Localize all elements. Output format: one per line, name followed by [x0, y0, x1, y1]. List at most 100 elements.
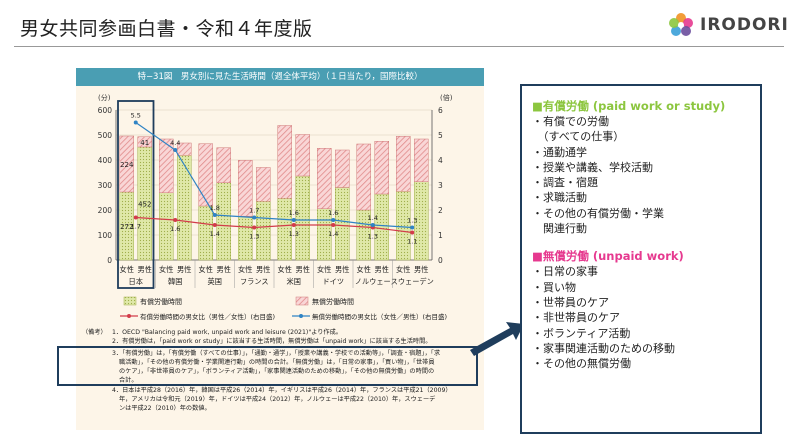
- paid-item: ・その他の有償労働・学業: [532, 206, 664, 220]
- y-tick-label: 200: [98, 206, 113, 215]
- note-3b: 職活動」，「その他の有償労働・学業関連行動」の時間の合計。「無償労働」は，「日常…: [119, 359, 435, 366]
- unpaid-ratio-point: [173, 148, 178, 152]
- x-tick-country-label: ドイツ: [322, 277, 344, 286]
- paid-ratio-label: 1.4: [210, 230, 220, 238]
- paid-item: ・通勤通学: [532, 145, 587, 159]
- paid-item: （すべての仕事）: [532, 130, 625, 144]
- y-right-tick-label: 0: [438, 256, 443, 265]
- bar-unpaid: [238, 160, 253, 217]
- note-1: 1．OECD "Balancing paid work, unpaid work…: [112, 329, 342, 336]
- x-tick-sex-label: 男性: [375, 265, 389, 274]
- legend-marker-paid: [127, 314, 131, 318]
- x-tick-sex-label: 男性: [335, 265, 349, 274]
- x-tick-sex-label: 女性: [238, 265, 252, 274]
- bar-unpaid: [216, 147, 231, 183]
- unpaid-item: ・家事関連活動のための移動: [532, 341, 675, 355]
- x-tick-country-label: スウェーデン: [391, 277, 434, 286]
- x-tick-sex-label: 男性: [138, 265, 152, 274]
- x-tick-sex-label: 男性: [217, 265, 231, 274]
- bar-value-label: 452: [138, 201, 151, 209]
- legend-label: 無償労働時間: [312, 297, 354, 306]
- paid-item: ・授業や講義、学校活動: [532, 160, 653, 174]
- bar-unpaid: [374, 141, 389, 195]
- x-tick-sex-label: 男性: [296, 265, 310, 274]
- bar-unpaid: [317, 148, 332, 209]
- notes-head: （備考）: [82, 329, 107, 336]
- unpaid-ratio-label: 1.7: [249, 207, 259, 215]
- x-tick-country-label: 日本: [129, 277, 143, 286]
- unpaid-work-heading: ■無償労働 (unpaid work): [532, 249, 684, 264]
- bar-value-label: 224: [120, 161, 134, 169]
- legend-marker-unpaid: [299, 314, 303, 318]
- unpaid-item: ・非世帯員のケア: [532, 311, 620, 325]
- paid-work-list: ・有償での労働 （すべての仕事） ・通勤通学 ・授業や講義、学校活動 ・調査・宿題 ・求…: [532, 114, 725, 236]
- unpaid-ratio-point: [212, 213, 217, 217]
- x-tick-sex-label: 女性: [199, 265, 213, 274]
- unpaid-ratio-point: [410, 225, 415, 230]
- unpaid-ratio-label: 1.8: [210, 204, 220, 212]
- bar-unpaid: [396, 136, 411, 192]
- figure-panel: 特−31図 男女別に見た生活時間（週全体平均）（１日当たり，国際比較） (分) (…: [76, 68, 484, 430]
- paid-ratio-label: 1.4: [328, 230, 338, 238]
- x-tick-sex-label: 女性: [357, 265, 371, 274]
- paid-ratio-point: [410, 230, 415, 235]
- unpaid-item: ・買い物: [532, 280, 576, 294]
- x-tick-sex-label: 男性: [414, 265, 428, 274]
- bar-unpaid: [295, 134, 310, 177]
- unpaid-ratio-label: 5.5: [131, 112, 141, 120]
- unpaid-item: ・日常の家事: [532, 265, 598, 279]
- paid-work-heading: ■有償労働 (paid work or study): [532, 99, 726, 113]
- y-right-tick-label: 5: [438, 131, 443, 140]
- x-tick-sex-label: 女性: [159, 265, 173, 274]
- legend-label: 有償労働時間の男女比（男性／女性）(右目盛): [140, 312, 275, 321]
- x-tick-sex-label: 女性: [278, 265, 292, 274]
- x-tick-country-label: 韓国: [168, 277, 182, 286]
- japan-highlight-frame: [117, 100, 155, 289]
- x-tick-sex-label: 男性: [177, 265, 191, 274]
- note-3-highlight: [57, 346, 478, 386]
- irodori-flower-icon: [669, 13, 693, 36]
- bar-paid: [396, 191, 411, 261]
- x-tick-country-label: 米国: [287, 277, 301, 286]
- x-tick-country-label: ノルウェー: [355, 277, 391, 286]
- y-right-tick-label: 6: [438, 106, 443, 115]
- note-3a: 3．「有償労働」は，「有償労働（すべての仕事）」，「通勤・通学」，「授業や講義・…: [112, 350, 441, 357]
- paid-ratio-label: 1.3: [368, 233, 378, 241]
- paid-item: ・有償での労働: [532, 115, 609, 128]
- bar-paid: [335, 187, 350, 261]
- unpaid-ratio-point: [370, 223, 375, 227]
- paid-item: ・求職活動: [532, 191, 587, 205]
- unpaid-work-list: ・日常の家事 ・買い物 ・世帯員のケア ・非世帯員のケア ・ボランティア活動 ・家事関連活…: [532, 264, 725, 371]
- unpaid-item: ・世帯員のケア: [532, 295, 609, 309]
- paid-ratio-label: 1.3: [249, 233, 259, 241]
- bar-paid: [374, 193, 389, 261]
- work-definition-panel: ■有償労働 (paid work or study) ・有償での労働 （すべての…: [520, 84, 762, 434]
- paid-item: ・調査・宿題: [532, 176, 598, 190]
- y-axis-unit-right: (倍): [440, 93, 453, 102]
- paid-ratio-point: [252, 225, 257, 230]
- note-4c: ンは平成22（2010）年の数値。: [119, 405, 211, 412]
- unpaid-ratio-line: [135, 122, 413, 229]
- y-axis-unit-left: (分): [98, 93, 111, 102]
- unpaid-ratio-point: [291, 218, 296, 222]
- unpaid-ratio-label: 1.6: [289, 209, 299, 217]
- bar-unpaid: [356, 143, 371, 211]
- note-3c: のケア」，「非世帯員のケア」，「ボランティア活動」，「家事関連活動のための移動」…: [119, 368, 435, 375]
- x-tick-country-label: 英国: [208, 277, 222, 286]
- paid-item: 関連行動: [532, 222, 587, 236]
- paid-ratio-label: 1.7: [131, 223, 141, 231]
- note-4b: 年，アメリカは令和元（2019）年，ドイツは平成24（2012）年，ノルウェーは…: [119, 396, 436, 403]
- bar-unpaid: [335, 149, 350, 188]
- bar-paid: [295, 175, 310, 261]
- bar-unpaid: [414, 138, 429, 182]
- bar-paid: [216, 182, 231, 261]
- note-2: 2．有償労働は，「paid work or study」に該当する生活時間，無償…: [112, 338, 432, 345]
- y-tick-label: 0: [107, 256, 112, 265]
- x-tick-country-label: フランス: [240, 277, 269, 286]
- unpaid-ratio-label: 1.4: [368, 214, 378, 222]
- unpaid-ratio-point: [133, 120, 138, 125]
- bar-unpaid: [119, 135, 134, 193]
- y-right-tick-label: 1: [438, 231, 443, 240]
- pointer-arrow-icon: [470, 322, 524, 356]
